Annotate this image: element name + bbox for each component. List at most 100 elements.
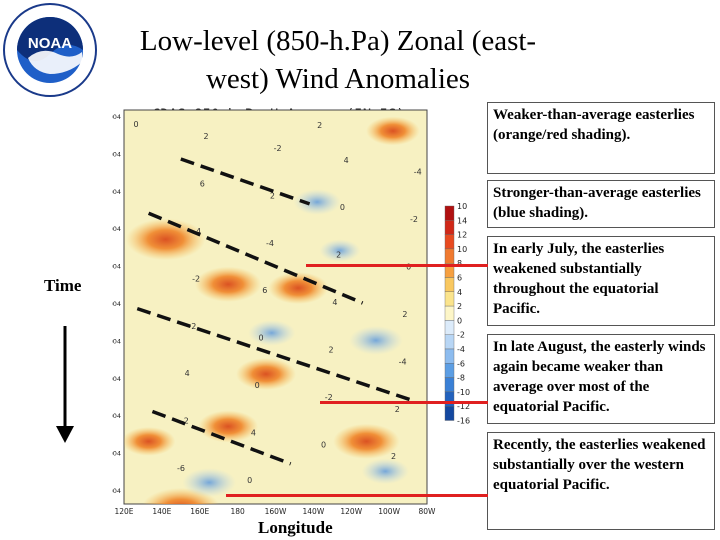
negative-anomaly [349,326,403,355]
y-tick-label: 16JUL2004 [112,263,121,271]
y-tick-label: 1JUL2004 [112,225,121,233]
note-weaker-easterlies: Weaker-than-average easterlies (orange/r… [487,102,715,174]
propagation-line [147,211,364,305]
pointer-late-august [320,401,488,404]
positive-anomaly [126,218,206,261]
negative-anomaly [248,320,296,346]
note-recently: Recently, the easterlies weakened substa… [487,432,715,530]
contour-label: -2 [325,393,333,402]
contour-label: 6 [200,179,205,188]
colorbar-swatch [444,406,455,421]
y-tick-label: 16AUG2004 [112,337,121,345]
contour-label: 4 [185,369,190,378]
positive-anomaly [366,116,420,146]
colorbar-swatch [444,334,455,350]
colorbar-swatch [444,377,455,393]
contour-label: -2 [188,322,196,331]
y-tick-label: 16MAY2004 [112,113,121,121]
propagation-line [151,409,292,466]
colorbar-swatch [444,363,455,378]
contour-label: 0 [340,203,345,212]
colorbar-tick-label: -12 [457,402,470,411]
contour-label: 2 [336,251,341,260]
x-tick-label: 120W [340,507,362,516]
colorbar-swatch [444,348,455,364]
y-tick-label: 1SEP2004 [112,375,121,383]
contour-label: 0 [133,120,138,129]
negative-anomaly [293,189,341,215]
positive-anomaly [333,423,400,459]
colorbar-swatch [444,305,455,321]
pointer-early-july [306,264,488,267]
negative-anomaly [319,239,361,262]
y-tick-label: 16JUN2004 [112,188,121,196]
colorbar-tick-label: 0 [457,316,462,325]
note-early-july: In early July, the easterlies weakened s… [487,236,715,326]
colorbar-swatch [444,220,455,235]
colorbar-tick-label: 12 [457,231,467,240]
contour-label: -4 [414,168,422,177]
svg-text:NOAA: NOAA [28,35,72,52]
propagation-line [136,306,413,402]
contour-label: 0 [255,381,260,390]
y-tick-label: 16OCT2004 [112,487,121,495]
colorbar-tick-label: 6 [457,274,462,283]
contour-label: 2 [395,405,400,414]
colorbar-tick-label: -6 [457,359,465,368]
contour-label: 2 [329,345,334,354]
hovmoller-chart: CDAS 850 h.Pa U Anoms. (5N–5S) 02-24-462… [112,107,470,516]
down-arrow-icon [56,326,74,443]
colorbar-tick-label: 10 [457,202,467,211]
y-tick-label: 1AUG2004 [112,300,121,308]
y-axis-label: Time [44,276,82,295]
contour-label: -2 [192,274,200,283]
x-tick-label: 140W [303,507,325,516]
x-tick-label: 140E [152,507,171,516]
y-tick-label: 1OCT2004 [112,450,121,458]
contour-label: 0 [258,334,263,343]
contour-label: 2 [204,132,209,141]
y-tick-label: 16SEP2004 [112,412,121,420]
contour-label: 0 [247,476,252,485]
contour-label: 4 [196,227,201,236]
positive-anomaly [124,426,176,456]
colorbar-tick-label: -10 [457,388,470,397]
colorbar-tick-label: 2 [457,302,462,311]
positive-anomaly [194,266,262,302]
pointer-recently [226,494,488,497]
colorbar-tick-label: -4 [457,345,465,354]
colorbar-tick-label: 10 [457,245,467,254]
contour-label: 2 [317,121,322,130]
colorbar-tick-label: 8 [457,259,462,268]
contour-label: 4 [332,298,337,307]
colorbar-swatch [444,234,455,250]
note-stronger-easterlies: Stronger-than-average easterlies (blue s… [487,180,715,228]
colorbar-swatch [444,391,455,407]
contour-label: 4 [344,156,349,165]
contour-label: 2 [391,452,396,461]
noaa-logo: NOAA [3,3,97,97]
colorbar-swatch [444,205,455,221]
negative-anomaly [361,458,409,485]
colorbar-swatch [444,277,455,293]
x-axis-label: Longitude [258,518,333,537]
negative-anomaly [182,468,237,497]
contour-label: 6 [262,286,267,295]
contour-label: 0 [321,440,326,449]
colorbar-swatch [444,248,455,264]
positive-anomaly [198,410,259,443]
contour-label: -6 [177,464,185,473]
x-tick-label: 160E [190,507,209,516]
x-tick-label: 100W [378,507,400,516]
contour-label: -2 [181,417,189,426]
contour-label: 4 [251,428,256,437]
colorbar-swatch [444,320,455,335]
contour-label: -2 [410,215,418,224]
positive-anomaly [268,272,329,305]
colorbar-tick-label: 4 [457,288,462,297]
propagation-line [180,157,311,206]
contour-label: 2 [402,310,407,319]
slide-title: Low-level (850-h.Pa) Zonal (east-west) W… [139,25,537,95]
contour-label: 2 [270,191,275,200]
positive-anomaly [236,358,297,391]
